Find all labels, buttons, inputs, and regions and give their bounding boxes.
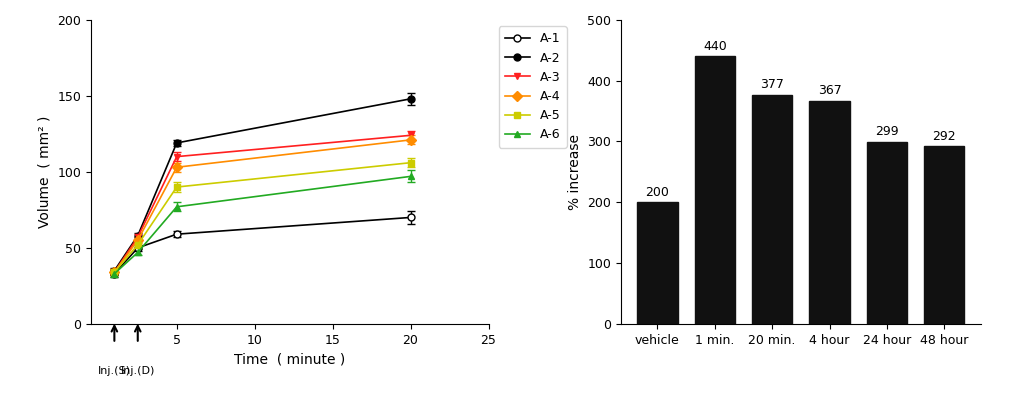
Text: 440: 440 — [703, 40, 727, 53]
Text: Inj.(D): Inj.(D) — [120, 367, 155, 376]
Text: 377: 377 — [760, 78, 785, 91]
Bar — [810, 101, 849, 324]
Text: 292: 292 — [932, 130, 956, 143]
Bar — [637, 202, 677, 324]
X-axis label: Time  ( minute ): Time ( minute ) — [235, 352, 346, 366]
Text: Inj.(S): Inj.(S) — [98, 367, 130, 376]
Legend: A-1, A-2, A-3, A-4, A-5, A-6: A-1, A-2, A-3, A-4, A-5, A-6 — [498, 26, 567, 148]
Text: 299: 299 — [876, 125, 899, 138]
Y-axis label: % increase: % increase — [568, 134, 581, 210]
Bar — [924, 146, 964, 324]
Bar — [752, 94, 793, 324]
Text: 200: 200 — [645, 186, 669, 199]
Y-axis label: Volume  ( mm² ): Volume ( mm² ) — [37, 116, 52, 228]
Bar — [695, 56, 735, 324]
Text: 367: 367 — [818, 84, 841, 97]
Bar — [866, 142, 907, 324]
